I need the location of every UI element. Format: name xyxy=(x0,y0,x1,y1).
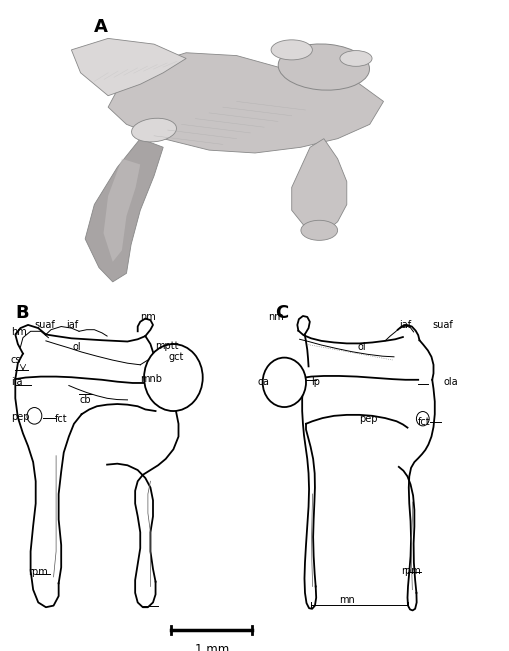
Text: hm: hm xyxy=(11,327,26,337)
Polygon shape xyxy=(103,159,140,262)
Ellipse shape xyxy=(271,40,312,60)
Text: rpm: rpm xyxy=(28,567,48,577)
Polygon shape xyxy=(108,53,383,153)
Text: oa: oa xyxy=(257,378,269,387)
Polygon shape xyxy=(71,38,186,96)
Text: ola: ola xyxy=(443,378,458,387)
Ellipse shape xyxy=(300,220,337,240)
Text: B: B xyxy=(15,304,29,322)
Ellipse shape xyxy=(27,408,42,424)
Text: cs: cs xyxy=(11,355,21,365)
Text: ol: ol xyxy=(356,342,365,352)
Text: iaf: iaf xyxy=(398,320,410,330)
Text: suaf: suaf xyxy=(432,320,452,330)
Text: mn: mn xyxy=(338,595,354,605)
Ellipse shape xyxy=(131,118,176,142)
Text: iaf: iaf xyxy=(66,320,78,330)
Text: rpm: rpm xyxy=(401,566,420,575)
Text: C: C xyxy=(275,304,288,322)
Text: pep: pep xyxy=(11,413,29,422)
Text: nm: nm xyxy=(267,312,283,322)
Text: pep: pep xyxy=(359,414,377,424)
Ellipse shape xyxy=(340,51,372,66)
Text: cb: cb xyxy=(79,395,91,405)
Text: lp: lp xyxy=(310,378,320,387)
Ellipse shape xyxy=(144,344,203,411)
Ellipse shape xyxy=(262,357,305,407)
Text: 1 mm: 1 mm xyxy=(194,643,229,651)
Text: mnb: mnb xyxy=(140,374,162,384)
Text: suaf: suaf xyxy=(35,320,55,330)
Text: A: A xyxy=(94,18,108,36)
Text: mptt: mptt xyxy=(155,340,179,351)
Ellipse shape xyxy=(416,411,429,426)
Ellipse shape xyxy=(277,44,369,90)
Text: fct: fct xyxy=(55,414,67,424)
Text: gct: gct xyxy=(168,352,183,362)
Text: nm: nm xyxy=(140,312,156,322)
Text: ol: ol xyxy=(73,342,81,352)
Polygon shape xyxy=(85,139,163,282)
Text: fct: fct xyxy=(417,417,430,427)
Polygon shape xyxy=(291,139,346,233)
Text: ila: ila xyxy=(11,378,22,387)
